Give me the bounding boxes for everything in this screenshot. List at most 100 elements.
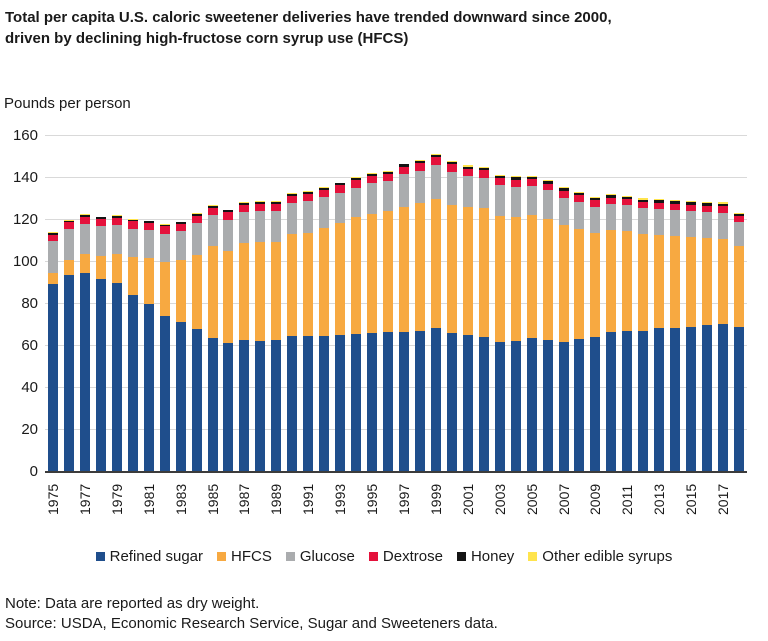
bar-segment-2015-dextrose [686,204,697,211]
bar-segment-1979-honey [111,215,122,218]
bar-segment-1995-dextrose [367,175,378,184]
bar-segment-1996-hfcs [383,211,394,333]
note-block: Note: Data are reported as dry weight. S… [5,594,498,634]
bar-segment-2017-other-edible-syrups [718,202,729,204]
legend-label-hfcs: HFCS [231,548,272,565]
bar-segment-2012-glucose [638,208,649,235]
bar-2010 [606,194,617,471]
bar-segment-1984-honey [191,213,202,216]
x-tick-label-1983: 1983 [172,483,189,515]
bar-segment-2010-dextrose [606,197,617,205]
bar-segment-1987-refined-sugar [239,339,250,471]
gridline-60 [45,345,747,346]
bar-2009 [590,196,601,471]
bar-segment-1988-dextrose [255,203,266,212]
bar-1991 [303,190,314,471]
bar-segment-1979-glucose [111,224,122,254]
bar-segment-2008-glucose [574,202,585,230]
bar-segment-2013-hfcs [654,235,665,329]
bar-segment-1990-hfcs [287,233,298,336]
bar-segment-2003-hfcs [494,215,505,342]
x-tick-label-1997: 1997 [395,483,412,515]
bar-segment-1986-refined-sugar [223,343,234,471]
bar-segment-1977-glucose [79,223,90,254]
bar-segment-2006-dextrose [542,183,553,191]
bar-segment-2011-honey [622,196,633,200]
legend-item-other-edible-syrups: Other edible syrups [528,548,672,565]
chart-title-line1: Total per capita U.S. caloric sweetener … [5,9,612,26]
y-tick-label-100: 100 [12,253,38,270]
bar-segment-2018-refined-sugar [734,327,744,471]
bar-segment-2003-honey [494,175,505,179]
bar-segment-1991-refined-sugar [303,336,314,471]
bar-segment-2012-dextrose [638,202,649,209]
bar-segment-1982-hfcs [159,262,170,317]
bar-segment-1996-honey [383,171,394,174]
bar-segment-2015-hfcs [686,237,697,327]
bar-segment-1984-dextrose [191,215,202,224]
bar-segment-1975-dextrose [48,234,58,242]
bar-segment-2009-honey [590,197,601,201]
bar-segment-1980-honey [127,219,138,222]
bar-segment-2016-other-edible-syrups [702,201,713,203]
bar-segment-2002-dextrose [478,170,489,178]
bar-segment-2008-honey [574,193,585,196]
x-tick-label-2017: 2017 [715,483,732,515]
plot-area [45,135,747,473]
x-tick-label-1981: 1981 [140,483,157,515]
bar-segment-2015-other-edible-syrups [686,200,697,202]
bar-segment-2017-hfcs [718,239,729,325]
legend-item-hfcs: HFCS [217,548,272,565]
legend-label-glucose: Glucose [299,548,355,565]
bar-segment-2001-honey [462,166,473,169]
bar-segment-2007-refined-sugar [558,342,569,471]
bar-segment-1981-hfcs [143,258,154,305]
bar-segment-2015-refined-sugar [686,326,697,471]
gridline-40 [45,387,747,388]
bar-segment-1982-refined-sugar [159,316,170,471]
bar-segment-1986-honey [223,210,234,213]
bar-segment-1982-glucose [159,233,170,263]
bar-segment-1989-refined-sugar [271,340,282,471]
bar-segment-1996-refined-sugar [383,332,394,471]
x-tick-label-2011: 2011 [619,484,636,515]
x-tick-label-1999: 1999 [427,483,444,515]
bar-segment-1989-dextrose [271,204,282,212]
bar-segment-1985-refined-sugar [207,338,218,471]
bar-segment-1980-glucose [127,228,138,258]
bar-segment-2010-glucose [606,204,617,231]
bar-segment-2010-other-edible-syrups [606,194,617,196]
bar-segment-2001-dextrose [462,168,473,177]
bar-segment-1993-hfcs [335,222,346,336]
bar-segment-1986-hfcs [223,250,234,344]
bar-segment-2011-glucose [622,205,633,231]
bar-segment-2011-other-edible-syrups [622,195,633,197]
bar-segment-2002-hfcs [478,207,489,337]
bar-segment-1994-hfcs [351,216,362,335]
x-tick-label-1987: 1987 [236,483,253,515]
bar-segment-1981-refined-sugar [143,304,154,471]
bar-segment-1989-glucose [271,211,282,242]
bar-1981 [143,220,154,471]
bar-segment-1997-glucose [398,174,409,208]
chart-title: Total per capita U.S. caloric sweetener … [5,7,612,49]
bar-1989 [271,201,282,471]
bar-2012 [638,198,649,471]
bar-segment-2004-hfcs [510,216,521,342]
bar-segment-2000-honey [446,162,457,165]
bar-segment-1990-glucose [287,202,298,234]
bar-1995 [367,172,378,471]
bar-segment-2005-dextrose [526,178,537,187]
legend-item-dextrose: Dextrose [368,548,443,565]
y-tick-label-140: 140 [12,169,38,186]
bar-segment-1985-hfcs [207,246,218,339]
y-axis-title: Pounds per person [4,95,131,112]
bar-segment-2003-other-edible-syrups [494,174,505,176]
x-tick-label-2005: 2005 [523,483,540,515]
bar-segment-2001-other-edible-syrups [462,165,473,167]
bar-segment-1995-glucose [367,183,378,215]
bar-segment-2005-glucose [526,186,537,216]
bar-segment-1983-hfcs [175,259,186,322]
x-tick-label-1989: 1989 [268,483,285,515]
bar-segment-1992-dextrose [319,189,330,197]
